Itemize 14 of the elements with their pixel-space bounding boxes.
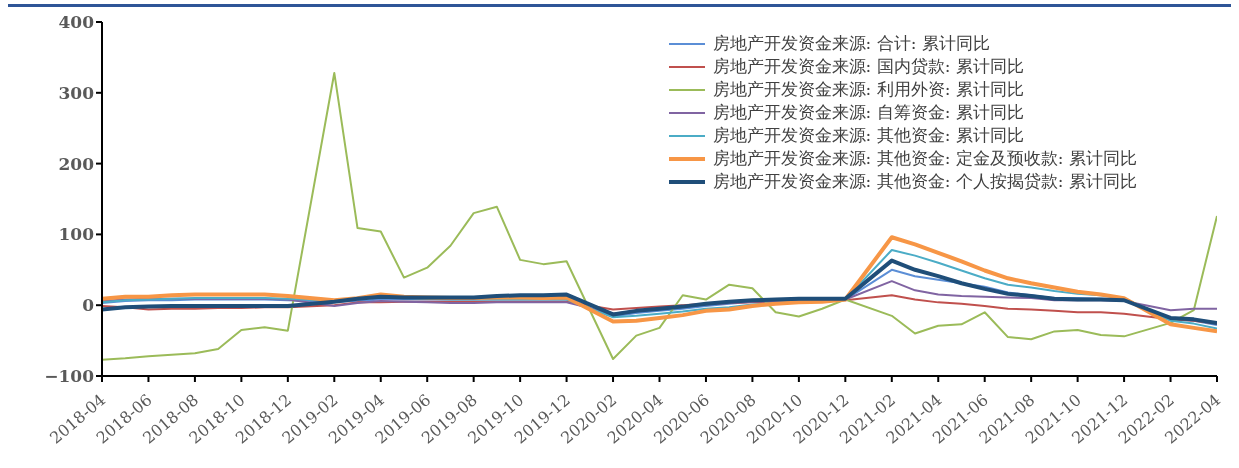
legend-label: 房地产开发资金来源: 其他资金: 累计同比	[712, 124, 1024, 147]
y-tick-label: 400	[58, 12, 95, 33]
legend-label: 房地产开发资金来源: 合计: 累计同比	[712, 32, 990, 55]
legend-label: 房地产开发资金来源: 国内贷款: 累计同比	[712, 55, 1024, 78]
y-tick-label: 0	[82, 295, 95, 316]
legend-label: 房地产开发资金来源: 利用外资: 累计同比	[712, 78, 1024, 101]
y-tick-label: 200	[58, 153, 95, 174]
legend-label: 房地产开发资金来源: 其他资金: 定金及预收款: 累计同比	[712, 147, 1137, 170]
legend-label: 房地产开发资金来源: 其他资金: 个人按揭贷款: 累计同比	[712, 170, 1137, 193]
y-tick-label: 100	[58, 224, 95, 245]
y-tick-label: 300	[58, 82, 95, 103]
legend-label: 房地产开发资金来源: 自筹资金: 累计同比	[712, 101, 1024, 124]
line-series	[102, 258, 1217, 325]
y-tick-label: −100	[44, 366, 95, 387]
